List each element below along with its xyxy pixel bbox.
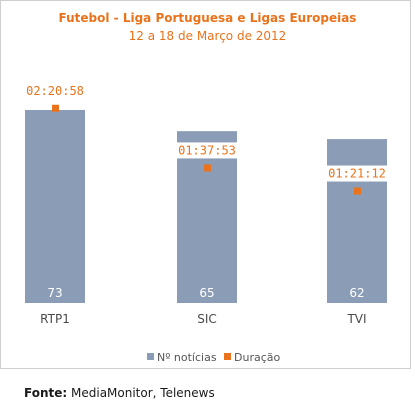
duration-point (354, 187, 361, 195)
legend-label-duracao: Duração (234, 351, 280, 364)
bar-sic (177, 131, 237, 303)
bar-rtp1 (25, 110, 85, 303)
source-text: MediaMonitor, Telenews (71, 386, 215, 400)
source-label: Fonte: (24, 386, 68, 400)
category-label: SIC (197, 312, 217, 326)
bar-value-label: 62 (349, 286, 364, 300)
bar-value-label: 73 (47, 286, 62, 300)
category-label: RTP1 (40, 312, 70, 326)
category-label: TVI (346, 312, 366, 326)
duration-label: 01:37:53 (178, 143, 236, 157)
bar-value-label: 65 (199, 286, 214, 300)
duration-label-box (327, 165, 387, 182)
duration-label-box (177, 142, 237, 159)
chart-subtitle: 12 a 18 de Março de 2012 (128, 29, 287, 43)
source-note: Fonte: MediaMonitor, Telenews (24, 386, 215, 400)
chart-title: Futebol - Liga Portuguesa e Ligas Europe… (58, 11, 357, 25)
duration-point (52, 104, 59, 112)
duration-label-box (25, 82, 85, 99)
legend-swatch-noticias (147, 353, 154, 360)
legend-label-noticias: Nº notícias (157, 351, 217, 364)
duration-label: 02:20:58 (26, 84, 84, 98)
duration-point (204, 164, 211, 172)
bar-tvi (327, 139, 387, 303)
legend-swatch-duracao (224, 353, 231, 360)
duration-label: 01:21:12 (328, 167, 386, 181)
